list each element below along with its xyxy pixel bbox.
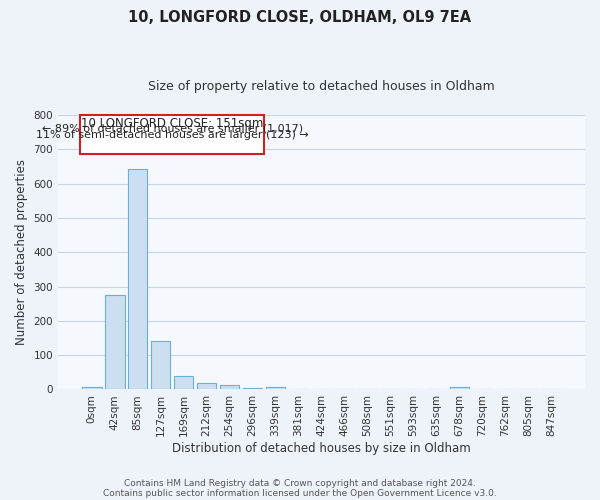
Text: Contains HM Land Registry data © Crown copyright and database right 2024.: Contains HM Land Registry data © Crown c… (124, 478, 476, 488)
Bar (243, 388, 262, 390)
Bar (151, 342, 170, 390)
Text: 10 LONGFORD CLOSE: 151sqm: 10 LONGFORD CLOSE: 151sqm (81, 118, 263, 130)
Text: Contains public sector information licensed under the Open Government Licence v3: Contains public sector information licen… (103, 488, 497, 498)
Bar (266, 387, 286, 390)
Bar (105, 295, 125, 390)
Y-axis label: Number of detached properties: Number of detached properties (15, 159, 28, 345)
Text: 10, LONGFORD CLOSE, OLDHAM, OL9 7EA: 10, LONGFORD CLOSE, OLDHAM, OL9 7EA (128, 10, 472, 25)
Text: ← 89% of detached houses are smaller (1,017): ← 89% of detached houses are smaller (1,… (41, 124, 303, 134)
Bar (82, 386, 101, 390)
X-axis label: Distribution of detached houses by size in Oldham: Distribution of detached houses by size … (172, 442, 471, 455)
Bar (449, 388, 469, 390)
Text: 11% of semi-detached houses are larger (123) →: 11% of semi-detached houses are larger (… (36, 130, 308, 140)
Title: Size of property relative to detached houses in Oldham: Size of property relative to detached ho… (148, 80, 495, 93)
Bar (197, 382, 217, 390)
Bar (174, 376, 193, 390)
Bar (220, 386, 239, 390)
FancyBboxPatch shape (80, 115, 264, 154)
Bar (128, 169, 148, 390)
